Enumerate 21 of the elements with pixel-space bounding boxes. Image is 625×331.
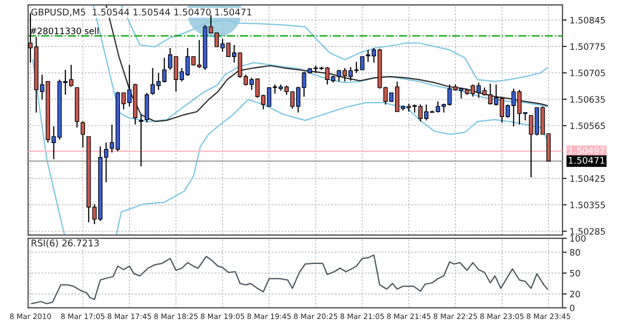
y-tick-label: 1.50425 <box>570 175 605 182</box>
candlestick <box>138 114 144 167</box>
y-tick-label: 20 <box>570 290 580 298</box>
line-series <box>30 254 548 304</box>
ref-line-label: 1.50497 <box>568 147 604 154</box>
y-tick-label: 1.50565 <box>570 122 605 130</box>
y-tick-label: 80 <box>570 249 580 256</box>
ref-line-label: #28011330 sell <box>30 27 98 34</box>
chart-title: RSI(6) 26.7213 <box>32 239 99 248</box>
candlestick <box>80 120 85 148</box>
chart-title: GBPUSD,M5 1.50544 1.50544 1.50470 1.50471 <box>31 8 252 16</box>
y-tick-label: 0 <box>570 304 574 312</box>
y-tick-label: 1.50845 <box>570 16 605 24</box>
y-tick-label: 1.50705 <box>570 70 605 76</box>
y-tick-label: 50 <box>570 270 580 277</box>
y-tick-label: 100 <box>570 235 586 242</box>
y-tick-label: 1.50355 <box>570 202 605 208</box>
ref-line-label: 1.50471 <box>568 156 604 164</box>
y-tick-label: 1.50635 <box>570 96 605 103</box>
y-tick-label: 1.50775 <box>570 43 605 50</box>
y-tick-label: 1.50285 <box>570 228 605 235</box>
